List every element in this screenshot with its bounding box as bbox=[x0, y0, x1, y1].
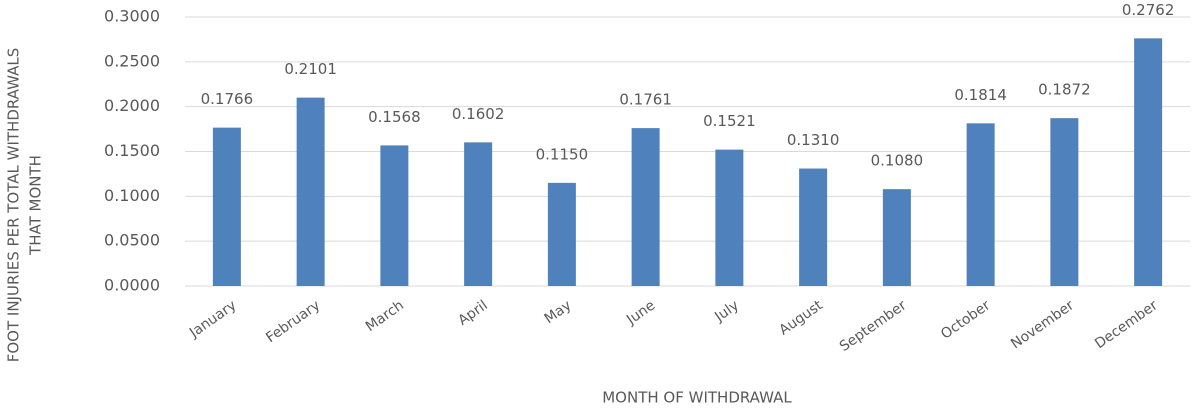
bar bbox=[212, 127, 241, 286]
x-tick-label: December bbox=[1092, 297, 1161, 352]
y-tick-label: 0.3000 bbox=[104, 7, 160, 26]
bar bbox=[715, 149, 744, 286]
x-tick-label: October bbox=[938, 297, 993, 342]
data-label: 0.1761 bbox=[619, 91, 672, 109]
x-tick-label: November bbox=[1008, 297, 1077, 352]
x-axis-label: MONTH OF WITHDRAWAL bbox=[602, 389, 792, 407]
x-tick-label: February bbox=[263, 297, 323, 346]
x-tick-label: April bbox=[455, 297, 490, 328]
data-label: 0.1814 bbox=[954, 86, 1007, 104]
x-tick-label: January bbox=[186, 297, 239, 341]
bar bbox=[296, 97, 325, 286]
data-label: 0.1080 bbox=[871, 152, 924, 170]
data-label: 0.1521 bbox=[703, 112, 756, 130]
y-tick-label: 0.2500 bbox=[104, 51, 160, 70]
data-label: 0.1568 bbox=[368, 108, 421, 126]
x-tick-label: June bbox=[623, 297, 658, 328]
bar bbox=[547, 182, 576, 286]
data-label: 0.1310 bbox=[787, 131, 840, 149]
y-tick-label: 0.1000 bbox=[104, 186, 160, 205]
data-label: 0.1150 bbox=[536, 145, 589, 163]
x-tick-label: March bbox=[363, 297, 407, 335]
y-tick-label: 0.0000 bbox=[104, 276, 160, 295]
data-label: 0.2101 bbox=[284, 60, 337, 78]
x-tick-label: August bbox=[776, 297, 826, 339]
x-tick-label: July bbox=[711, 297, 742, 325]
bar bbox=[380, 145, 409, 286]
y-tick-label: 0.1500 bbox=[104, 141, 160, 160]
bar bbox=[1134, 38, 1163, 286]
bar bbox=[631, 128, 660, 286]
y-tick-label: 0.2000 bbox=[104, 96, 160, 115]
bar bbox=[966, 123, 995, 286]
y-axis-label: FOOT INJURIES PER TOTAL WITHDRAWALS bbox=[5, 48, 23, 363]
y-axis-label: THAT MONTH bbox=[27, 155, 45, 256]
x-tick-label: September bbox=[837, 297, 910, 355]
bar bbox=[799, 168, 828, 286]
bar bbox=[464, 142, 493, 286]
y-tick-label: 0.0500 bbox=[104, 231, 160, 250]
bar bbox=[1050, 118, 1079, 286]
x-tick-label: May bbox=[542, 297, 575, 327]
data-label: 0.1766 bbox=[201, 90, 254, 108]
data-label: 0.1872 bbox=[1038, 81, 1091, 99]
data-label: 0.2762 bbox=[1122, 1, 1175, 19]
data-label: 0.1602 bbox=[452, 105, 505, 123]
bar bbox=[882, 189, 911, 286]
